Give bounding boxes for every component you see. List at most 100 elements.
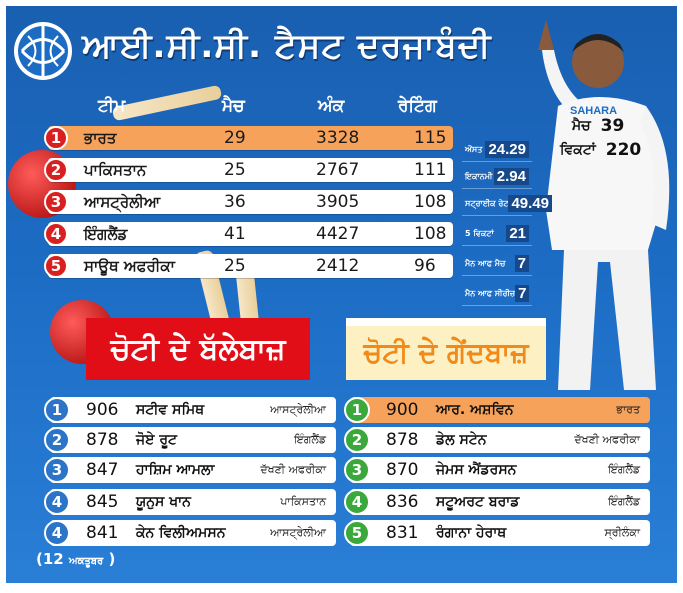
player-stat-row: ਇਕਾਨਮੀ 2.94 bbox=[462, 165, 532, 189]
player-wickets: ਵਿਕਟਾਂ 220 bbox=[560, 140, 641, 160]
rank-badge: 4 bbox=[44, 222, 68, 246]
player-matches-value: 39 bbox=[600, 116, 625, 136]
stat-label: ਔਸਤ bbox=[465, 144, 483, 154]
bowler-name: ਡੇਲ ਸਟੇਨ bbox=[436, 432, 487, 448]
rank-badge: 2 bbox=[44, 158, 68, 182]
bowler-country: ਭਾਰਤ bbox=[616, 403, 640, 416]
player-stat-row: ਮੈਨ ਆਫ ਸੀਰੀਜ਼ 7 bbox=[462, 282, 532, 306]
stat-value: 21 bbox=[506, 225, 529, 242]
team-name: ਸਾਊਥ ਅਫਰੀਕਾ bbox=[84, 257, 175, 275]
bowler-name: ਆਰ. ਅਸ਼ਵਿਨ bbox=[436, 402, 514, 418]
rank-badge: 4 bbox=[44, 520, 70, 546]
stat-label: ਮੈਨ ਆਫ ਸੀਰੀਜ਼ bbox=[465, 288, 516, 298]
rank-badge: 3 bbox=[44, 457, 70, 483]
stat-value: 2.94 bbox=[493, 168, 529, 185]
top-batsmen-banner: ਚੋਟੀ ਦੇ ਬੱਲੇਬਾਜ਼ bbox=[86, 318, 310, 380]
rank-badge: 3 bbox=[344, 457, 370, 483]
date-label: (12 ਅਕਤੂਬਰ ) bbox=[36, 550, 115, 568]
bowler-country: ਇੰਗਲੈਂਡ bbox=[608, 463, 640, 476]
batsman-rating: 906 bbox=[86, 400, 119, 420]
batsman-rating: 841 bbox=[86, 523, 119, 543]
batsman-row: 2 878 ਜੋਏ ਰੂਟ ਇੰਗਲੈਂਡ bbox=[44, 427, 336, 453]
player-stat-row: ਸਟ੍ਰਾਈਕ ਰੇਟ 49.49 bbox=[462, 192, 553, 216]
rank-badge: 2 bbox=[344, 427, 370, 453]
batsman-country: ਪਾਕਿਸਤਾਨ bbox=[280, 495, 326, 508]
player-stat-row: ਔਸਤ 24.29 bbox=[462, 138, 532, 162]
top-bowlers-banner: ਚੋਟੀ ਦੇ ਗੇਂਦਬਾਜ਼ bbox=[346, 318, 546, 380]
player-stat-row: ਮੈਨ ਆਫ ਮੈਚ 7 bbox=[462, 252, 532, 276]
team-matches: 36 bbox=[224, 192, 246, 212]
bowler-rating: 831 bbox=[386, 523, 419, 543]
header-team: ਟੀਮ bbox=[98, 96, 126, 116]
bowler-row: 3 870 ਜੇਮਸ ਐਂਡਰਸਨ ਇੰਗਲੈਂਡ bbox=[344, 457, 650, 483]
bowler-row: 5 831 ਰੰਗਾਨਾ ਹੇਰਾਥ ਸ੍ਰੀਲੰਕਾ bbox=[344, 520, 650, 546]
team-row: 2 ਪਾਕਿਸਤਾਨ 25 2767 111 bbox=[44, 158, 453, 182]
stat-label: ਇਕਾਨਮੀ bbox=[465, 171, 493, 181]
header-rating: ਰੇਟਿੰਗ bbox=[398, 96, 437, 116]
rank-badge: 1 bbox=[344, 397, 370, 423]
bowler-rating: 878 bbox=[386, 430, 419, 450]
header-points: ਅੰਕ bbox=[318, 96, 345, 116]
batsman-name: ਹਾਸ਼ਿਮ ਆਮਲਾ bbox=[136, 462, 215, 478]
rank-badge: 2 bbox=[44, 427, 70, 453]
team-name: ਭਾਰਤ bbox=[84, 129, 117, 147]
batsman-row: 1 906 ਸਟੀਵ ਸਮਿਥ ਆਸਟ੍ਰੇਲੀਆ bbox=[44, 397, 336, 423]
stat-label: ਮੈਨ ਆਫ ਮੈਚ bbox=[465, 258, 506, 268]
team-row: 3 ਆਸਟ੍ਰੇਲੀਆ 36 3905 108 bbox=[44, 190, 453, 214]
stat-label: 5 ਵਿਕਟਾਂ bbox=[465, 228, 494, 238]
team-row: 4 ਇੰਗਲੈਂਡ 41 4427 108 bbox=[44, 222, 453, 246]
batsman-row: 4 841 ਕੇਨ ਵਿਲੀਅਮਸਨ ਆਸਟ੍ਰੇਲੀਆ bbox=[44, 520, 336, 546]
batsman-name: ਕੇਨ ਵਿਲੀਅਮਸਨ bbox=[136, 525, 226, 541]
team-matches: 25 bbox=[224, 256, 246, 276]
icc-logo-icon bbox=[14, 22, 72, 80]
team-rating: 96 bbox=[414, 256, 436, 276]
rank-badge: 3 bbox=[44, 190, 68, 214]
rank-badge: 4 bbox=[344, 489, 370, 515]
rank-badge: 5 bbox=[344, 520, 370, 546]
team-points: 3905 bbox=[316, 192, 360, 212]
player-wickets-label: ਵਿਕਟਾਂ bbox=[560, 142, 596, 158]
batsman-name: ਸਟੀਵ ਸਮਿਥ bbox=[136, 402, 205, 418]
team-name: ਆਸਟ੍ਰੇਲੀਆ bbox=[84, 193, 161, 211]
team-matches: 41 bbox=[224, 224, 246, 244]
date-close: ) bbox=[108, 550, 116, 568]
team-points: 2767 bbox=[316, 160, 360, 180]
stat-label: ਸਟ੍ਰਾਈਕ ਰੇਟ bbox=[465, 198, 509, 208]
stump-bail-graphic bbox=[111, 84, 223, 122]
batsman-country: ਆਸਟ੍ਰੇਲੀਆ bbox=[270, 526, 326, 539]
date-month: ਅਕਤੂਬਰ bbox=[68, 556, 104, 567]
team-matches: 29 bbox=[224, 128, 246, 148]
rank-badge: 1 bbox=[44, 397, 70, 423]
bowler-rating: 900 bbox=[386, 400, 419, 420]
batsman-rating: 878 bbox=[86, 430, 119, 450]
batsman-row: 4 845 ਯੂਨੁਸ ਖਾਨ ਪਾਕਿਸਤਾਨ bbox=[44, 489, 336, 515]
bowler-row: 4 836 ਸਟੂਅਰਟ ਬਰਾਡ ਇੰਗਲੈਂਡ bbox=[344, 489, 650, 515]
team-matches: 25 bbox=[224, 160, 246, 180]
player-wickets-value: 220 bbox=[605, 140, 642, 160]
team-rating: 108 bbox=[414, 192, 447, 212]
team-rating: 111 bbox=[414, 160, 447, 180]
page-title: ਆਈ.ਸੀ.ਸੀ. ਟੈਸਟ ਦਰਜਾਬੰਦੀ bbox=[82, 26, 492, 66]
bowler-name: ਜੇਮਸ ਐਂਡਰਸਨ bbox=[436, 462, 517, 478]
team-points: 4427 bbox=[316, 224, 360, 244]
team-name: ਇੰਗਲੈਂਡ bbox=[84, 225, 128, 243]
bowler-name: ਸਟੂਅਰਟ ਬਰਾਡ bbox=[436, 494, 520, 510]
team-row: 1 ਭਾਰਤ 29 3328 115 bbox=[44, 126, 453, 150]
bowler-name: ਰੰਗਾਨਾ ਹੇਰਾਥ bbox=[436, 525, 507, 541]
team-rating: 108 bbox=[414, 224, 447, 244]
bowler-country: ਇੰਗਲੈਂਡ bbox=[608, 495, 640, 508]
stat-value: 7 bbox=[514, 255, 529, 272]
batsman-rating: 847 bbox=[86, 460, 119, 480]
rank-badge: 1 bbox=[44, 126, 68, 150]
team-name: ਪਾਕਿਸਤਾਨ bbox=[84, 161, 147, 179]
player-stat-row: 5 ਵਿਕਟਾਂ 21 bbox=[462, 222, 532, 246]
batsman-name: ਯੂਨੁਸ ਖਾਨ bbox=[136, 494, 191, 510]
player-matches: ਮੈਚ 39 bbox=[572, 116, 624, 136]
rank-badge: 5 bbox=[44, 254, 68, 278]
bowler-country: ਸ੍ਰੀਲੰਕਾ bbox=[604, 526, 640, 539]
team-row: 5 ਸਾਊਥ ਅਫਰੀਕਾ 25 2412 96 bbox=[44, 254, 453, 278]
team-rating: 115 bbox=[414, 128, 447, 148]
date-day: (12 bbox=[36, 550, 64, 568]
bowler-row: 2 878 ਡੇਲ ਸਟੇਨ ਦੱਖਣੀ ਅਫਰੀਕਾ bbox=[344, 427, 650, 453]
